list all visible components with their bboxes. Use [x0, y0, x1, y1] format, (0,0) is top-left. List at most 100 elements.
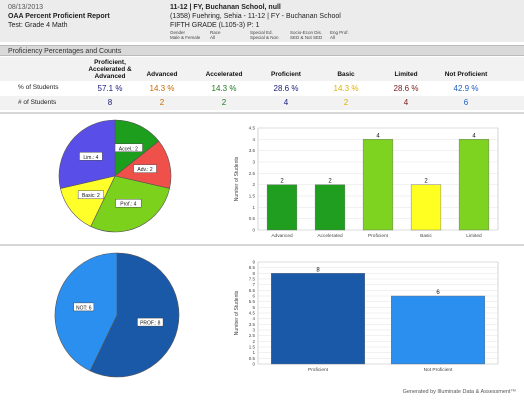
- slice-label-box: [77, 190, 104, 199]
- y-tick-label: 2.5: [249, 333, 256, 338]
- pct-value: 28.6 %: [393, 84, 419, 93]
- pie-slice: [60, 175, 116, 227]
- bar: [314, 184, 346, 231]
- y-tick-label: 2: [252, 339, 255, 344]
- filter-gender: Gender Male & Female: [170, 30, 201, 40]
- count-value: 2: [343, 98, 349, 107]
- header-right: 11-12 | FY, Buchanan School, null (1358)…: [170, 3, 341, 30]
- filter-socio-econ: Socio-Econ Dis. SED & Not SED: [290, 30, 323, 40]
- pie-slice: [54, 252, 118, 372]
- y-tick-label: 3.5: [249, 322, 256, 327]
- y-axis-label: Number of Students: [234, 290, 240, 335]
- y-tick-label: 3: [252, 328, 255, 333]
- y-tick-label: 6: [252, 294, 255, 299]
- bar-value-label: 6: [436, 290, 440, 296]
- pie-chart-levels: Accel.: 2 Adv.: 2 Prof.: 4 Basic: 2 Lim.: 4: [58, 119, 172, 233]
- bar-chart-levels: 0 0.5 1 1.5 2 2.5 3 3.5 4 4.5 Number of Students 2 A…: [234, 126, 499, 239]
- y-tick-label: 3.5: [249, 148, 256, 153]
- y-tick-label: 5.5: [249, 299, 256, 304]
- test-name: Test: Grade 4 Math: [8, 22, 68, 29]
- slice-label-box: [133, 164, 157, 173]
- bar: [362, 139, 394, 231]
- slice-label-box: [79, 152, 103, 161]
- slice-label: Accel.: 2: [119, 146, 138, 152]
- y-tick-label: 0: [252, 362, 255, 367]
- col-header: Proficient: [271, 71, 301, 78]
- filter-eng-prof: Eng Prof. All: [330, 30, 349, 40]
- y-tick-label: 7.5: [249, 277, 256, 282]
- table-row: % of Students 57.1 % 14.3 % 14.3 % 28.6 …: [0, 81, 524, 96]
- pct-value: 57.1 %: [97, 84, 123, 93]
- count-value: 2: [221, 98, 227, 107]
- slice-label-box: [115, 199, 142, 208]
- y-tick-label: 3: [252, 160, 255, 165]
- filter-special-ed: Special Ed. Special & Non: [250, 30, 279, 40]
- bar-value-label: 4: [376, 133, 380, 139]
- pie-chart-proficiency: PROF.: 8 NOT: 6: [54, 252, 180, 378]
- count-value: 8: [107, 98, 113, 107]
- y-tick-label: 0.5: [249, 216, 256, 221]
- bar-value-label: 2: [328, 179, 332, 185]
- y-tick-label: 0: [252, 228, 255, 233]
- bar-value-label: 2: [424, 179, 428, 185]
- pie-slice: [89, 252, 180, 378]
- bar: [458, 139, 490, 231]
- slice-label-box: [73, 302, 95, 312]
- y-axis-label: Number of Students: [234, 156, 240, 201]
- pct-value: 14.3 %: [333, 84, 359, 93]
- y-tick-label: 2.5: [249, 171, 256, 176]
- bar-value-label: 4: [472, 133, 476, 139]
- bar: [390, 295, 485, 365]
- slice-label: Adv.: 2: [137, 167, 152, 173]
- y-tick-label: 8.5: [249, 265, 256, 270]
- y-tick-label: 4: [252, 137, 255, 142]
- count-label: # of Students: [18, 99, 57, 106]
- x-tick-label: Basic: [420, 233, 432, 239]
- slice-label: Basic: 2: [82, 193, 100, 199]
- slice-label-box: [137, 317, 164, 327]
- pct-label: % of Students: [18, 84, 59, 91]
- pct-value: 42.9 %: [453, 84, 479, 93]
- x-tick-label: Not Proficient: [424, 367, 453, 373]
- col-header: Not Proficient: [444, 71, 488, 78]
- stats-table: Proficient, Accelerated & Advanced Advan…: [0, 57, 524, 110]
- col-header: Limited: [394, 71, 418, 78]
- x-tick-label: Proficient: [368, 233, 389, 239]
- y-tick-label: 7: [252, 282, 255, 287]
- school-title: 11-12 | FY, Buchanan School, null: [170, 4, 281, 11]
- count-value: 4: [403, 98, 409, 107]
- table-header-row: Proficient, Accelerated & Advanced Advan…: [0, 57, 524, 81]
- col-header: Basic: [337, 71, 355, 78]
- bar: [410, 184, 442, 231]
- col-header: Accelerated: [205, 71, 243, 78]
- x-tick-label: Accelerated: [317, 233, 343, 239]
- report-title: OAA Percent Proficient Report: [8, 13, 110, 20]
- col-header: Proficient, Accelerated & Advanced: [88, 59, 132, 80]
- y-tick-label: 2: [252, 182, 255, 187]
- pct-value: 14.3 %: [149, 84, 175, 93]
- x-tick-label: Advanced: [271, 233, 293, 239]
- y-tick-label: 4.5: [249, 311, 256, 316]
- divider: [0, 244, 524, 246]
- slice-label: NOT: 6: [76, 305, 92, 311]
- bar: [271, 273, 365, 365]
- pct-value: 14.3 %: [211, 84, 237, 93]
- section-title: Proficiency Percentages and Counts: [0, 45, 524, 56]
- count-value: 4: [283, 98, 289, 107]
- pct-value: 28.6 %: [273, 84, 299, 93]
- bar-value-label: 8: [316, 267, 320, 273]
- filters: Gender Male & Female Race All Special Ed. S…: [170, 30, 370, 40]
- y-tick-label: 4: [252, 316, 255, 321]
- x-tick-label: Proficient: [308, 367, 329, 373]
- header-left: 08/13/2013 OAA Percent Proficient Report…: [8, 3, 110, 30]
- report-header: 08/13/2013 OAA Percent Proficient Report…: [0, 0, 524, 42]
- y-tick-label: 4.5: [249, 126, 256, 131]
- slice-label: Prof.: 4: [120, 202, 136, 208]
- slice-label: Lim.: 4: [83, 155, 98, 161]
- y-tick-label: 1: [252, 205, 255, 210]
- report-date: 08/13/2013: [8, 4, 44, 11]
- count-value: 2: [159, 98, 165, 107]
- y-tick-label: 6.5: [249, 288, 256, 293]
- y-tick-label: 1.5: [249, 345, 256, 350]
- y-tick-label: 5: [252, 305, 255, 310]
